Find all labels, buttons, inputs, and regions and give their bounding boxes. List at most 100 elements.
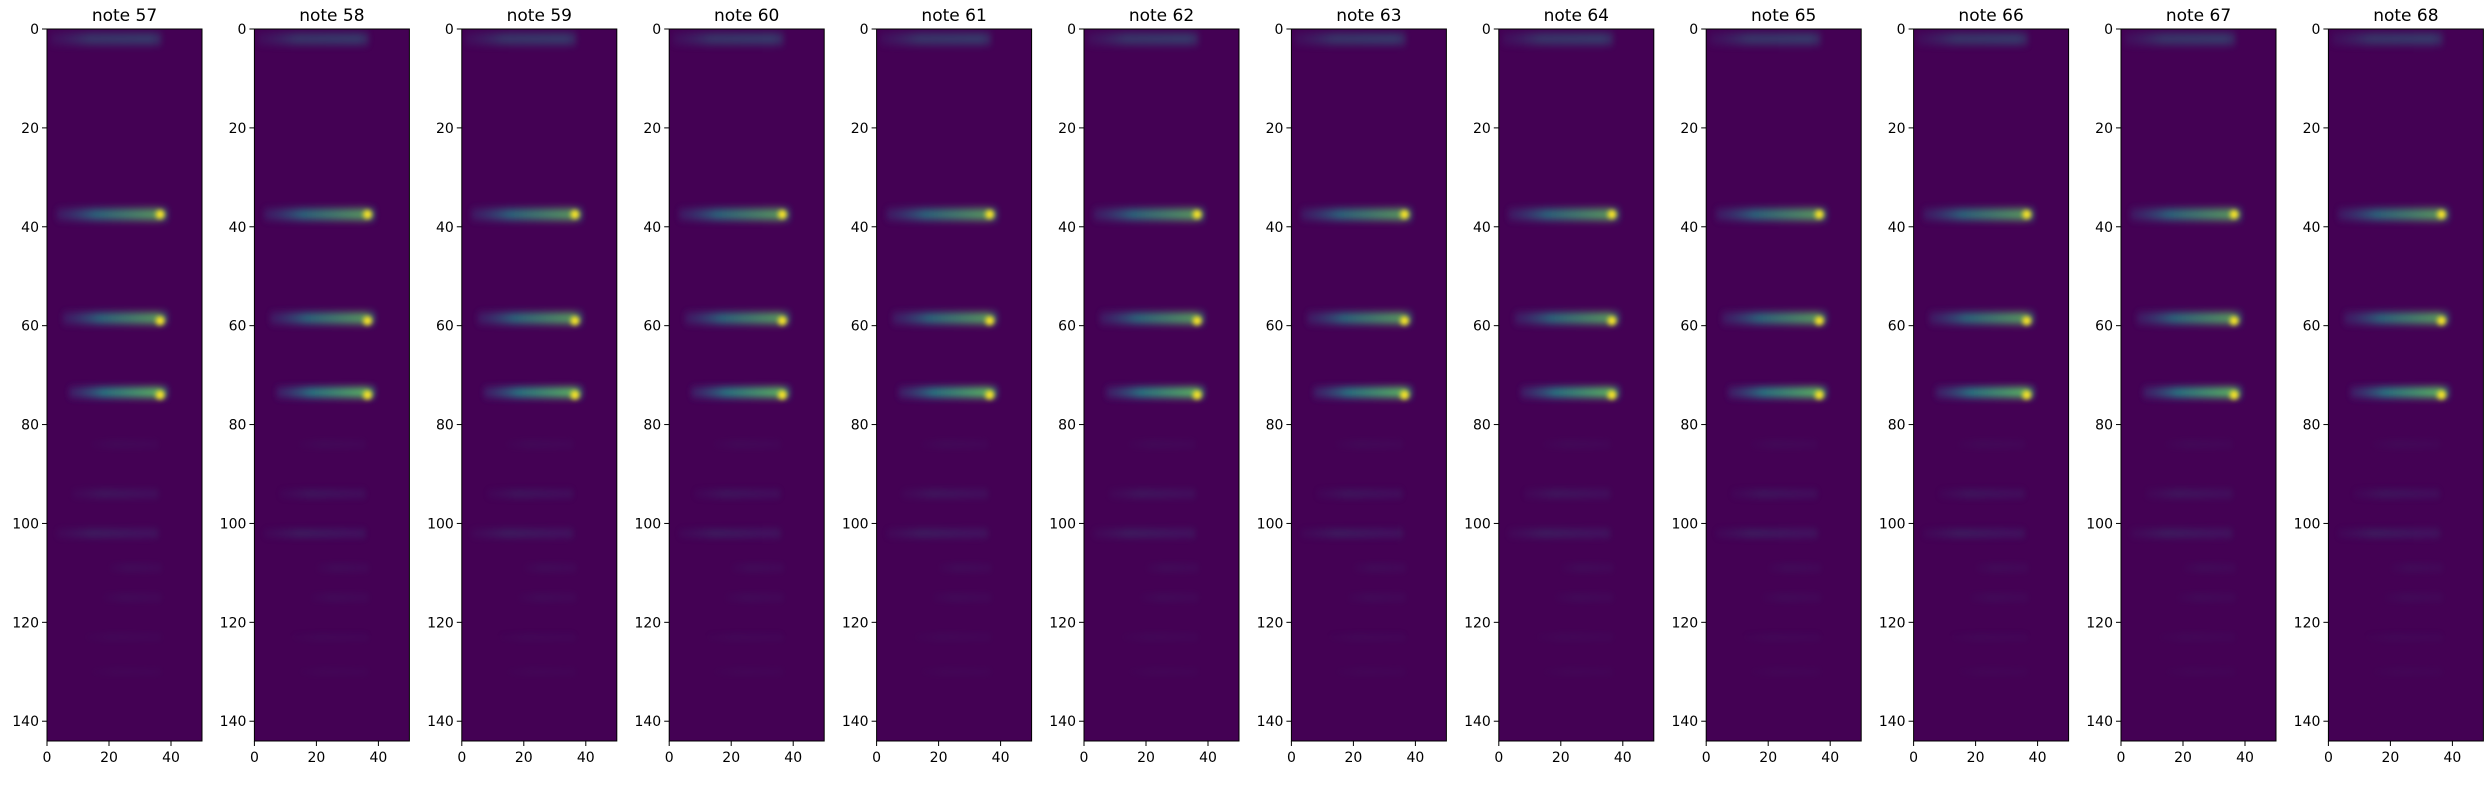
x-tick-label: 0 (2117, 750, 2126, 766)
y-tick-label: 0 (445, 22, 454, 38)
y-tick-label: 40 (436, 220, 454, 236)
y-tick-label: 140 (2294, 714, 2321, 730)
heatmap-band (2130, 529, 2233, 538)
y-tick-label: 60 (21, 319, 39, 335)
heatmap-band (1127, 668, 1199, 675)
y-tick-label: 0 (652, 22, 661, 38)
y-tick-label: 120 (1671, 615, 1698, 631)
x-tick-label: 0 (43, 750, 52, 766)
heatmap-peak (777, 316, 787, 326)
y-tick-label: 0 (2311, 22, 2320, 38)
heatmap-band (2164, 441, 2233, 448)
heatmap-band (2176, 594, 2236, 601)
heatmap-peak (363, 390, 373, 400)
y-tick-label: 120 (634, 615, 661, 631)
y-tick-label: 0 (1482, 22, 1491, 38)
heatmap-band (1353, 564, 1407, 571)
heatmap-band (505, 441, 574, 448)
heatmap-band (1536, 634, 1614, 641)
y-tick-label: 40 (21, 220, 39, 236)
heatmap-panel: note 67 0 20 40 60 80 100 120 140 0 20 40 (2086, 6, 2277, 766)
heatmap-band (898, 387, 998, 398)
heatmap-peak (2022, 390, 2032, 400)
y-tick-label: 40 (2095, 220, 2113, 236)
heatmap-band (1542, 668, 1614, 675)
heatmap-band (1969, 594, 2029, 601)
y-tick-label: 140 (2086, 714, 2113, 730)
heatmap-band (297, 441, 366, 448)
panel-title: note 66 (1958, 6, 2023, 26)
y-tick-label: 80 (1680, 418, 1698, 434)
heatmap-band (2365, 634, 2444, 641)
y-tick-label: 40 (851, 220, 869, 236)
heatmap-peak (2229, 390, 2239, 400)
heatmap-panel: note 57 0 20 40 60 80 100 120 140 0 20 40 (12, 6, 203, 766)
heatmap-peak (1400, 390, 1410, 400)
heatmap-band (2390, 564, 2444, 571)
y-tick-label: 140 (1049, 714, 1076, 730)
heatmap-peak (2229, 209, 2239, 219)
heatmap-band (1957, 668, 2029, 675)
heatmap-band (276, 387, 376, 398)
heatmap-peak (2229, 316, 2239, 326)
heatmap-band (1514, 312, 1620, 324)
y-tick-label: 140 (634, 714, 661, 730)
panel-frame (1083, 28, 1240, 742)
heatmap-band (901, 490, 989, 498)
heatmap-band (1520, 387, 1620, 398)
heatmap-peak (1814, 316, 1824, 326)
heatmap-band (71, 490, 159, 498)
y-tick-label: 100 (1879, 516, 1906, 532)
y-tick-label: 60 (1888, 319, 1906, 335)
heatmap-band (486, 490, 574, 498)
y-tick-label: 40 (1680, 220, 1698, 236)
panel-title: note 63 (1336, 6, 1401, 26)
y-tick-label: 140 (220, 714, 247, 730)
y-tick-label: 80 (851, 418, 869, 434)
heatmap-peak (155, 390, 165, 400)
heatmap-band (291, 634, 370, 641)
heatmap-band (1127, 441, 1196, 448)
heatmap-band (1139, 594, 1199, 601)
heatmap-band (310, 594, 370, 601)
heatmap-band (1768, 564, 1821, 571)
panel-background (1084, 29, 1239, 741)
y-tick-label: 80 (21, 418, 39, 434)
panel-title: note 64 (1544, 6, 1609, 26)
panel-background (1498, 29, 1654, 741)
panel-background (254, 29, 410, 741)
heatmap-band (932, 594, 992, 601)
heatmap-band (2350, 387, 2450, 398)
y-tick-label: 140 (1879, 714, 1906, 730)
y-tick-label: 0 (2104, 22, 2113, 38)
heatmap-band (1560, 564, 1614, 571)
y-tick-label: 0 (1067, 22, 1076, 38)
heatmap-band (1121, 634, 1199, 641)
heatmap-band (678, 529, 781, 538)
heatmap-band (1554, 594, 1614, 601)
heatmap-band (712, 668, 784, 675)
x-tick-label: 20 (722, 750, 740, 766)
heatmap-band (2130, 208, 2242, 221)
y-tick-label: 40 (643, 220, 661, 236)
y-tick-label: 140 (842, 714, 869, 730)
heatmap-peak (363, 209, 373, 219)
x-tick-label: 20 (1967, 750, 1985, 766)
heatmap-band (2371, 668, 2444, 675)
heatmap-peak (2437, 209, 2447, 219)
heatmap-panel: note 65 0 20 40 60 80 100 120 140 0 20 40 (1671, 6, 1862, 766)
panel-background (1913, 29, 2069, 741)
heatmap-peak (363, 316, 373, 326)
x-tick-label: 20 (1552, 750, 1570, 766)
heatmap-band (316, 564, 370, 571)
y-tick-label: 80 (1473, 418, 1491, 434)
heatmap-band (1328, 634, 1407, 641)
heatmap-band (56, 208, 168, 221)
x-tick-label: 40 (1199, 750, 1217, 766)
y-tick-label: 120 (1257, 615, 1284, 631)
x-tick-label: 20 (1137, 750, 1155, 766)
panel-background (1291, 29, 1447, 741)
heatmap-band (725, 594, 784, 601)
y-tick-label: 80 (436, 418, 454, 434)
heatmap-band (483, 387, 583, 398)
